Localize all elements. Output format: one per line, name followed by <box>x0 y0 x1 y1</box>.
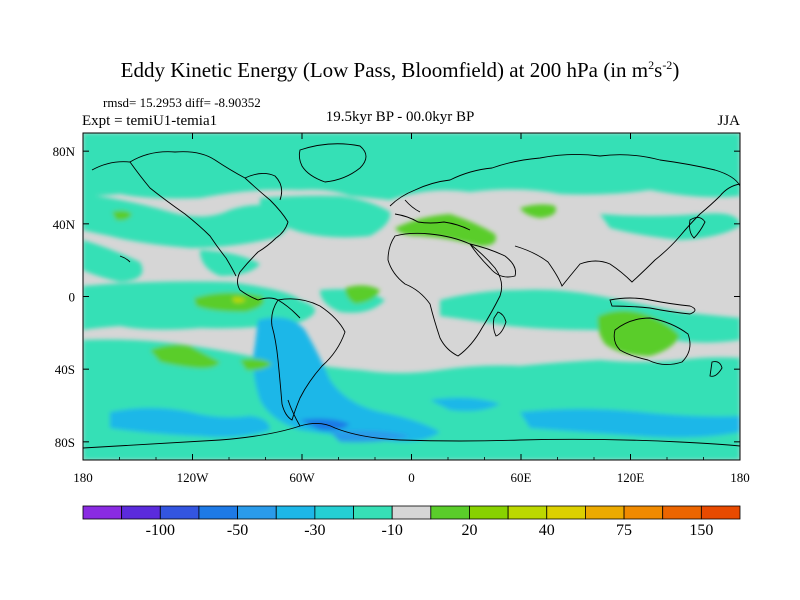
colorbar-label: 150 <box>689 522 713 539</box>
antarctica-coast <box>83 423 740 449</box>
north-pacific-green <box>112 210 132 221</box>
arabia-coast <box>469 243 516 278</box>
colorbar-swatch <box>198 505 238 520</box>
arctic-band <box>83 133 740 200</box>
central-asia-green <box>520 204 556 218</box>
x-axis-labels: 180 120W 60W 0 60E 120E 180 <box>73 470 750 485</box>
experiment-label: Expt = temiU1-temia1 <box>82 113 218 129</box>
chart-title: Eddy Kinetic Energy (Low Pass, Bloomfiel… <box>120 58 680 82</box>
colorbar-swatch <box>623 505 664 520</box>
x-tick-label: 120W <box>177 470 210 485</box>
colorbar-swatch <box>275 505 316 520</box>
x-tick-label: 180 <box>73 470 93 485</box>
madagascar <box>492 311 507 337</box>
asia-coast <box>514 183 740 287</box>
australia-green <box>597 310 680 356</box>
equatorial-atlantic-green <box>345 285 380 304</box>
colorbar-swatch <box>159 505 200 520</box>
antarctic-peninsula <box>287 399 301 427</box>
season-label: JJA <box>717 113 740 129</box>
southern-ocean-blue <box>110 408 270 438</box>
colorbar-labels: -100 -50 -30 -10 20 40 75 150 <box>146 522 714 539</box>
colorbar-swatch <box>82 505 123 520</box>
colorbar-swatch <box>662 505 702 520</box>
hawaii <box>119 255 131 263</box>
colorbar-swatch <box>507 505 548 520</box>
y-tick-label: 80N <box>53 144 76 159</box>
y-tick-label: 0 <box>69 290 76 305</box>
colorbar-label: -100 <box>146 522 175 539</box>
south-america-coast <box>271 298 346 421</box>
tropical-pacific-green <box>194 292 264 312</box>
indonesia <box>609 297 696 315</box>
east-pacific-tropic <box>200 250 260 276</box>
colorbar-label: -50 <box>227 522 248 539</box>
colorbar-swatch <box>391 505 432 520</box>
japan <box>689 217 706 239</box>
y-tick-label: 80S <box>55 435 75 450</box>
north-pacific <box>83 194 289 248</box>
colorbar-swatch <box>700 505 741 520</box>
greenland <box>298 143 367 183</box>
colorbar-swatch <box>353 505 393 520</box>
y-tick-label: 40N <box>53 217 76 232</box>
europe-coast <box>389 153 740 231</box>
north-atlantic <box>260 195 391 238</box>
stats-label: rmsd= 15.2953 diff= -8.90352 <box>103 95 261 110</box>
africa-coast <box>387 232 503 357</box>
south-pacific-green2 <box>240 358 272 371</box>
new-zealand <box>709 361 723 377</box>
colorbar-swatch <box>237 505 277 520</box>
coastlines <box>83 143 740 449</box>
contour-field <box>83 133 740 460</box>
colorbar-label: 20 <box>461 522 477 539</box>
x-tick-label: 0 <box>408 470 415 485</box>
colorbar-label: -10 <box>382 522 403 539</box>
north-pacific-east <box>83 240 143 282</box>
australia-coast <box>613 317 691 365</box>
x-tick-label: 180 <box>730 470 750 485</box>
south-pacific-green <box>150 344 220 369</box>
colorbar-label: 40 <box>539 522 555 539</box>
axis-ticks <box>82 133 741 460</box>
colorbar-label: -30 <box>304 522 325 539</box>
colorbar-swatch <box>430 505 470 520</box>
colorbar-swatch <box>314 505 354 520</box>
x-tick-label: 120E <box>617 470 645 485</box>
colorbar <box>82 505 741 520</box>
antarctic-blue-east <box>520 409 740 438</box>
south-pacific-blue <box>430 397 500 412</box>
south-america-band <box>253 317 440 442</box>
y-tick-label: 40S <box>55 362 75 377</box>
colorbar-swatch <box>585 505 625 520</box>
colorbar-swatch <box>469 505 509 520</box>
colorbar-swatch <box>121 505 161 520</box>
period-label: 19.5kyr BP - 00.0kyr BP <box>325 109 475 125</box>
colorbar-label: 75 <box>616 522 632 539</box>
y-axis-labels: 80N 40N 0 40S 80S <box>53 144 76 450</box>
colorbar-swatch <box>546 505 586 520</box>
south-asia-band <box>600 213 740 240</box>
x-tick-label: 60W <box>289 470 315 485</box>
australia-yellow <box>232 297 246 303</box>
x-tick-label: 60E <box>511 470 532 485</box>
